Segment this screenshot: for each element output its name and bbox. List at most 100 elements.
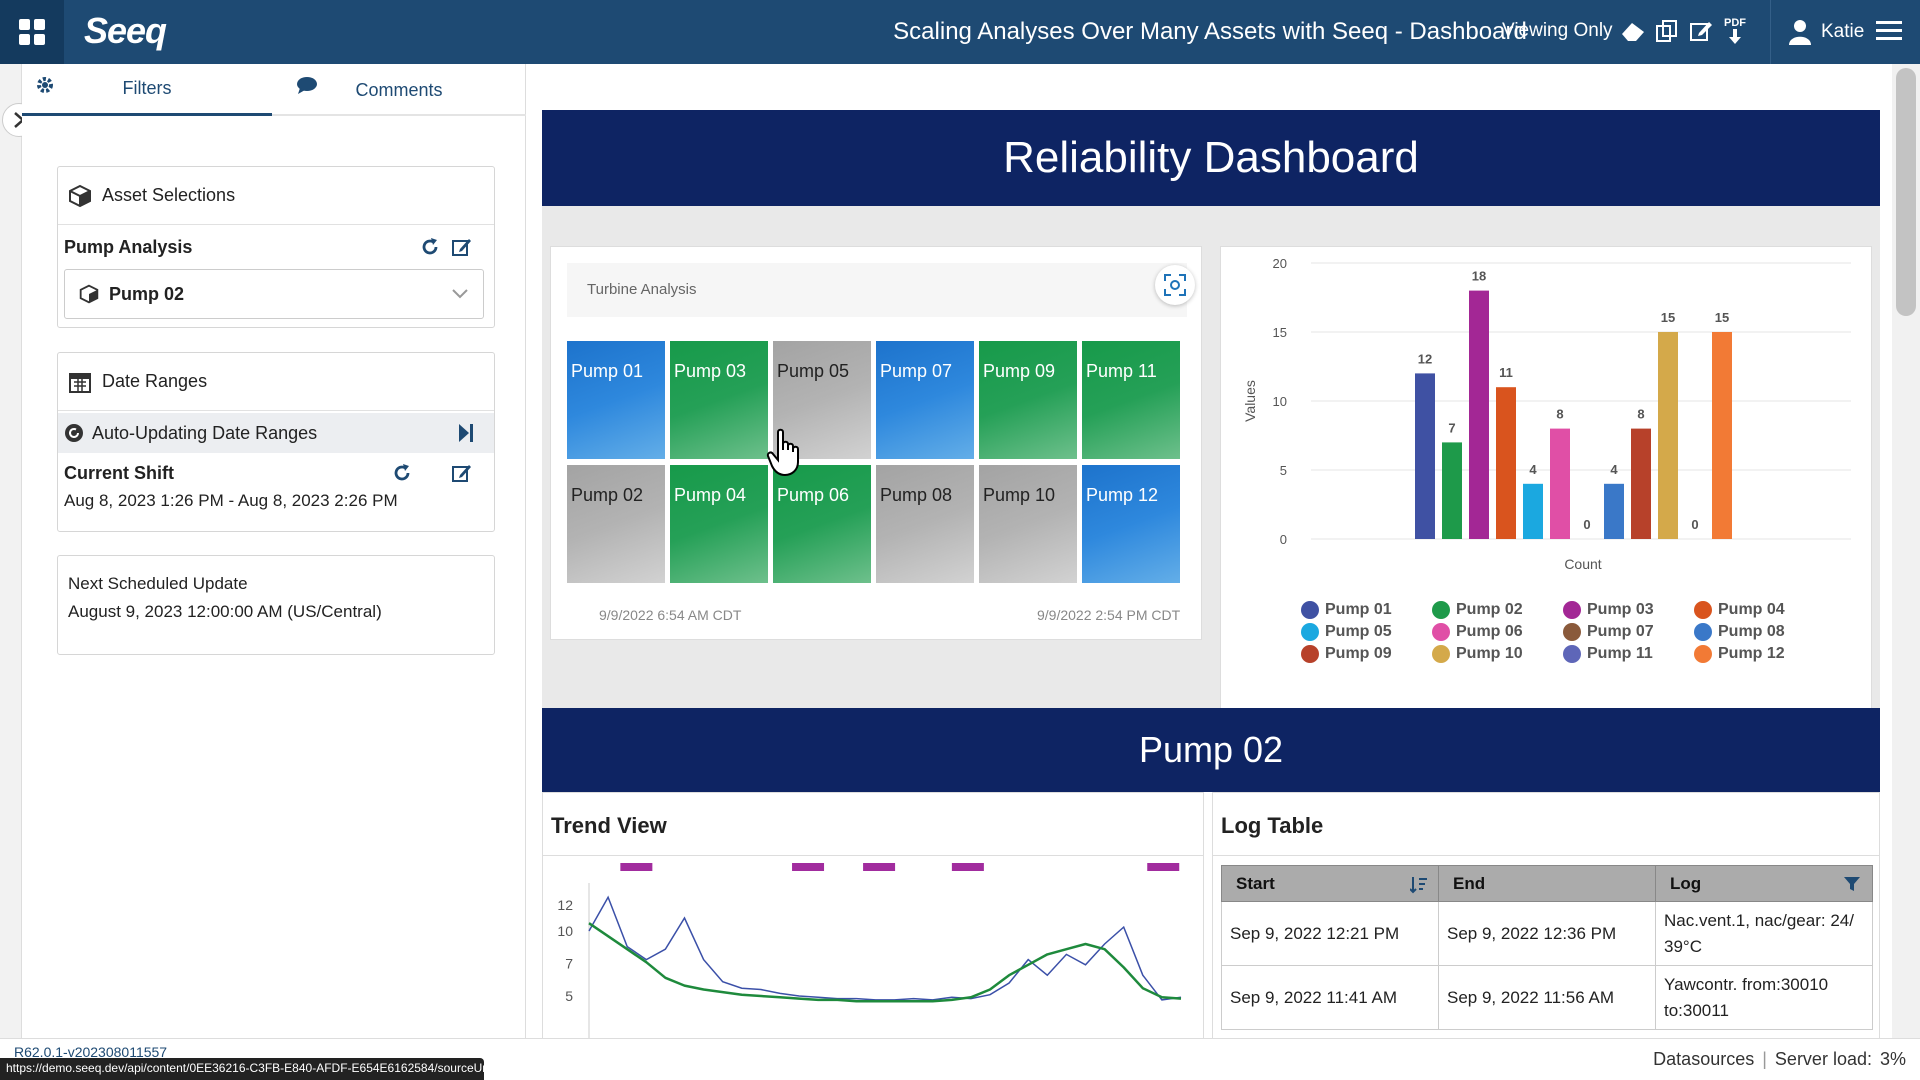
y-tick-label: 12	[557, 897, 573, 913]
cell-start: Sep 9, 2022 11:41 AM	[1221, 965, 1439, 1030]
pump-tile[interactable]: Pump 02	[567, 465, 665, 583]
bar-value-label: 15	[1715, 310, 1729, 325]
app-menu-button[interactable]	[0, 0, 64, 64]
column-header-start[interactable]: Start	[1221, 865, 1439, 902]
next-update-value: August 9, 2023 12:00:00 AM (US/Central)	[68, 602, 382, 621]
vertical-scrollbar[interactable]	[1892, 64, 1920, 1038]
y-tick-label: 15	[1273, 325, 1287, 340]
refresh-icon	[394, 464, 410, 481]
pump-tile[interactable]: Pump 04	[670, 465, 768, 583]
pump-tile[interactable]: Pump 01	[567, 341, 665, 459]
legend-item[interactable]: Pump 08	[1694, 623, 1785, 641]
pump-count-chart-panel: 0 5 10 15 20 Values Count 12 7 18 11 4 8 0 4 8 15 0 15 Pum…	[1220, 246, 1872, 760]
sort-icon[interactable]	[1410, 876, 1428, 894]
legend-item[interactable]: Pump 12	[1694, 645, 1785, 663]
legend-item[interactable]: Pump 04	[1694, 601, 1785, 619]
edit-analysis-button[interactable]	[450, 235, 474, 259]
bar	[1415, 373, 1435, 539]
edit-range-button[interactable]	[450, 461, 474, 485]
filter-icon[interactable]	[1844, 876, 1860, 892]
log-table-panel: Log Table Start End Log Sep	[1212, 792, 1880, 1038]
capsule-bar	[1147, 863, 1180, 871]
asset-banner-title: Pump 02	[1138, 729, 1284, 770]
pump-tile[interactable]: Pump 09	[979, 341, 1077, 459]
legend-label: Pump 02	[1456, 601, 1523, 618]
legend-item[interactable]: Pump 09	[1301, 645, 1392, 663]
refresh-analysis-button[interactable]	[418, 235, 442, 259]
legend-swatch	[1301, 601, 1319, 619]
pdf-export-icon[interactable]: PDF	[1722, 16, 1748, 46]
pump-tile[interactable]: Pump 10	[979, 465, 1077, 583]
trend-smoothed-line	[588, 922, 1182, 1003]
pump-tile[interactable]: Pump 11	[1082, 341, 1180, 459]
legend-item[interactable]: Pump 06	[1432, 623, 1523, 641]
hamburger-menu-button[interactable]	[1876, 20, 1902, 47]
menu-icon	[1876, 21, 1902, 40]
legend-item[interactable]: Pump 10	[1432, 645, 1523, 663]
edit-icon	[452, 239, 471, 256]
auto-update-bar: Auto-Updating Date Ranges	[58, 413, 494, 453]
copy-icon[interactable]	[1654, 16, 1680, 46]
date-range-value: Aug 8, 2023 1:26 PM - Aug 8, 2023 2:26 P…	[64, 491, 398, 510]
capsule-bar	[620, 863, 653, 871]
bar-value-label: 4	[1610, 462, 1618, 477]
trend-signal-line	[588, 895, 1182, 1001]
datasources-link[interactable]: Datasources	[1653, 1049, 1755, 1069]
log-table: Start End Log Sep 9, 2022 12:21 PM Sep 9…	[1221, 865, 1873, 1030]
screenshot-button[interactable]	[1155, 265, 1195, 305]
bar-value-label: 4	[1529, 462, 1537, 477]
version-label[interactable]: R62.0.1-v202308011557	[14, 1044, 168, 1060]
asset-selections-card: Asset Selections Pump Analysis Pump 02	[57, 166, 495, 328]
pump-tile[interactable]: Pump 03	[670, 341, 768, 459]
bar-value-label: 15	[1661, 310, 1675, 325]
tab-filters-label: Filters	[122, 78, 172, 98]
scrollbar-thumb[interactable]	[1896, 68, 1916, 316]
asset-select[interactable]: Pump 02	[64, 269, 484, 319]
pump-tile[interactable]: Pump 12	[1082, 465, 1180, 583]
document-title: Scaling Analyses Over Many Assets with S…	[893, 18, 1527, 45]
bar-chart: 0 5 10 15 20 Values Count 12 7 18 11 4 8 0 4 8 15 0 15	[1242, 256, 1851, 572]
server-load-label: Server load:	[1774, 1049, 1872, 1069]
pump-tile[interactable]: Pump 08	[876, 465, 974, 583]
pump-tile[interactable]: Pump 06	[773, 465, 871, 583]
edit-icon	[452, 465, 471, 482]
seeq-logo[interactable]: Seeq	[84, 10, 167, 51]
pump-tile[interactable]: Pump 07	[876, 341, 974, 459]
eraser-icon[interactable]	[1620, 16, 1646, 46]
tab-filters[interactable]: Filters	[22, 64, 272, 116]
legend-label: Pump 05	[1325, 623, 1392, 640]
table-row[interactable]: Sep 9, 2022 11:41 AM Sep 9, 2022 11:56 A…	[1221, 965, 1873, 1030]
legend-swatch	[1432, 645, 1450, 663]
column-header-log[interactable]: Log	[1655, 865, 1873, 902]
legend-item[interactable]: Pump 05	[1301, 623, 1392, 641]
column-header-end[interactable]: End	[1438, 865, 1656, 902]
legend-item[interactable]: Pump 07	[1563, 623, 1654, 641]
legend-label: Pump 03	[1587, 601, 1654, 618]
legend-item[interactable]: Pump 03	[1563, 601, 1654, 619]
cell-start: Sep 9, 2022 12:21 PM	[1221, 901, 1439, 966]
server-load-value: 3%	[1879, 1049, 1906, 1069]
user-menu[interactable]: Katie	[1770, 0, 1864, 64]
pump-tile[interactable]: Pump 05	[773, 341, 871, 459]
legend-swatch	[1563, 645, 1581, 663]
bar	[1604, 483, 1624, 539]
range-end-time: 9/9/2022 2:54 PM CDT	[1037, 607, 1181, 623]
legend-item[interactable]: Pump 01	[1301, 601, 1392, 619]
legend-label: Pump 11	[1587, 645, 1653, 662]
cell-log: Yawcontr. from:30010 to:30011	[1655, 965, 1873, 1030]
legend-item[interactable]: Pump 02	[1432, 601, 1523, 619]
y-tick-label: 5	[1280, 463, 1287, 478]
table-row[interactable]: Sep 9, 2022 12:21 PM Sep 9, 2022 12:36 P…	[1221, 901, 1873, 966]
legend-item[interactable]: Pump 11	[1563, 645, 1653, 663]
skip-to-end-icon[interactable]	[458, 423, 474, 443]
legend-label: Pump 01	[1325, 601, 1392, 618]
turbine-analysis-panel: Turbine Analysis Pump 01 Pump 03 Pump 05 Pu…	[550, 246, 1202, 640]
gear-icon	[37, 77, 53, 93]
capture-icon	[1164, 274, 1186, 296]
capsule-bar	[863, 863, 896, 871]
log-table-title: Log Table	[1221, 813, 1324, 838]
tab-comments[interactable]: Comments	[274, 64, 524, 116]
legend-label: Pump 07	[1587, 623, 1654, 640]
edit-icon[interactable]	[1688, 16, 1714, 46]
refresh-range-button[interactable]	[390, 461, 414, 485]
